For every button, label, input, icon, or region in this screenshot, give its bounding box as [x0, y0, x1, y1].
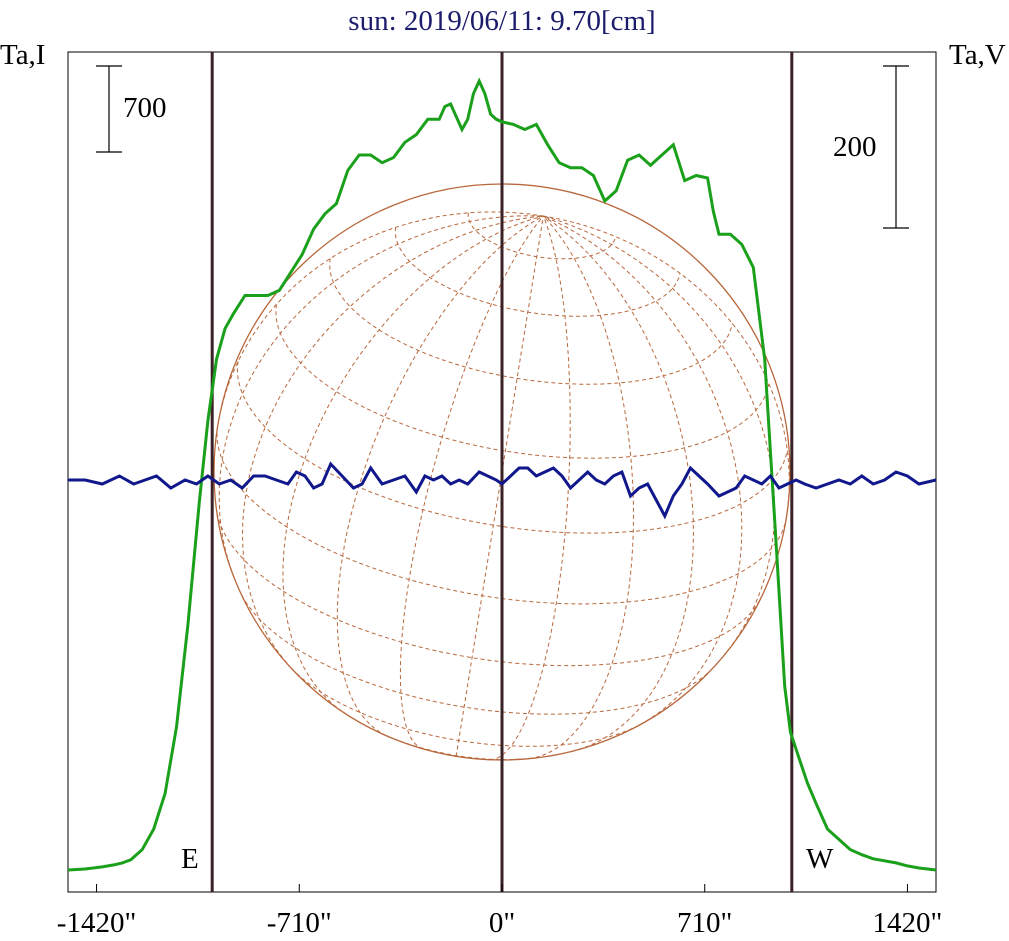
scale-bar-left: 700 — [96, 65, 167, 153]
graticule-line — [218, 215, 544, 578]
chart-title: sun: 2019/06/11: 9.70[cm] — [348, 5, 655, 37]
graticule-line — [236, 361, 788, 534]
graticule-line — [543, 215, 776, 657]
x-tick-label: 710" — [677, 907, 732, 939]
graticule-line — [394, 227, 681, 317]
graticule-line — [241, 215, 544, 670]
graticule-line — [282, 215, 544, 712]
scale-bar-right: 200 — [833, 65, 909, 229]
limb-label-west: W — [806, 843, 834, 875]
graticule-line — [291, 668, 641, 747]
x-tick-label: 0" — [489, 907, 515, 939]
x-tick-label: -1420" — [57, 907, 137, 939]
polarization-series-line — [68, 461, 937, 520]
graticule-line — [528, 215, 635, 760]
limb-markers — [210, 52, 794, 892]
graticule-line — [399, 215, 544, 750]
graticule-line — [455, 215, 544, 757]
graticule-line — [543, 215, 743, 726]
graticule-line — [543, 215, 790, 518]
y-axis-label-right: Ta,V — [949, 39, 1006, 71]
graticule-line — [241, 595, 711, 715]
x-tick-label: 1420" — [873, 907, 943, 939]
graticule-line — [489, 215, 571, 761]
graticule-line — [380, 732, 536, 761]
graticule-line — [216, 513, 760, 667]
intensity-series-line — [67, 77, 937, 872]
graticule-line — [329, 258, 733, 385]
graticule-line — [275, 304, 770, 459]
y-axis-label-left: Ta,I — [0, 39, 45, 71]
x-tick-label: -710" — [267, 907, 332, 939]
graticule-line — [467, 212, 616, 260]
x-axis-ticks: -1420" -710" 0" 710" 1420" — [57, 884, 943, 939]
limb-label-east: E — [181, 843, 199, 875]
scale-label-right: 200 — [833, 131, 877, 163]
graticule-line — [216, 426, 787, 605]
scale-label-left: 700 — [123, 92, 167, 124]
